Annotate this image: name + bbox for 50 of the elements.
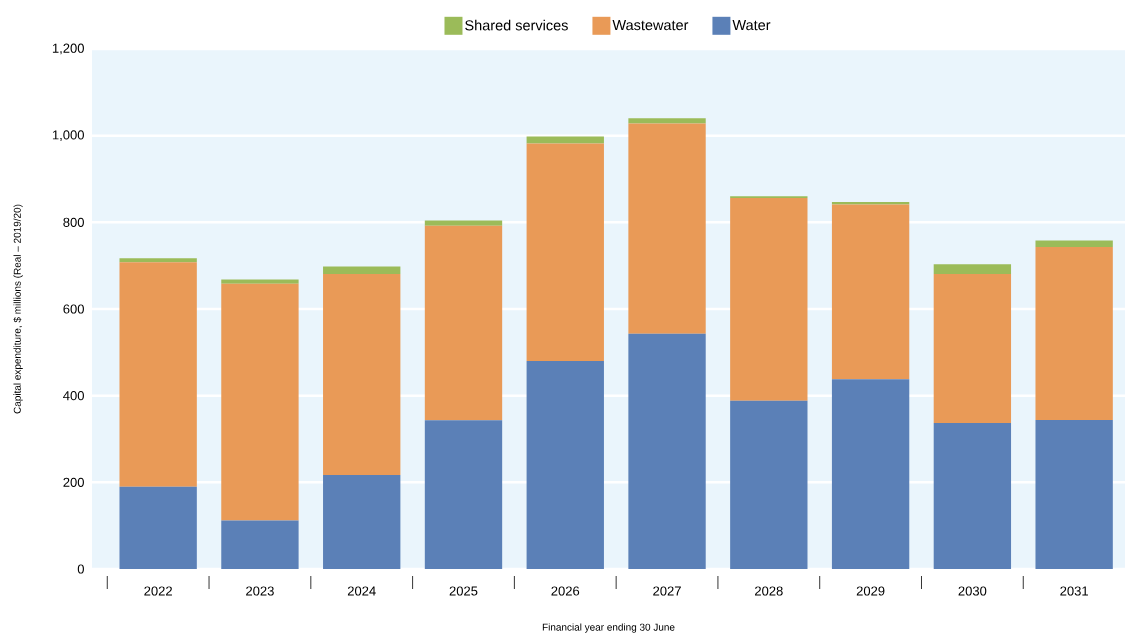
bar <box>628 123 706 334</box>
y-tick-label: 1,000 <box>52 130 84 142</box>
bar <box>1035 247 1113 420</box>
y-tick-label: 0 <box>77 564 84 574</box>
bar <box>526 143 604 361</box>
bar <box>323 474 401 569</box>
x-tick-label: 2028 <box>755 586 783 596</box>
bar <box>221 520 299 569</box>
bar <box>628 118 706 124</box>
bar <box>119 486 197 569</box>
bar <box>831 201 910 205</box>
legend-label: Shared services <box>465 19 568 31</box>
x-axis-title: Financial year ending 30 June <box>542 623 675 633</box>
bar <box>1035 419 1113 569</box>
legend-label: Wastewater <box>612 20 689 31</box>
y-tick-label: 800 <box>63 217 84 227</box>
x-tick-label: 2022 <box>144 586 172 596</box>
bar <box>424 225 503 421</box>
legend-label: Water <box>732 20 771 31</box>
bar <box>221 279 299 284</box>
bar <box>730 400 808 569</box>
bar <box>119 262 197 487</box>
x-tick-label: 2025 <box>449 586 478 596</box>
x-tick-label: 2023 <box>246 586 274 596</box>
bar <box>424 420 503 569</box>
y-axis-title: Capital expenditure, $ millions (Real – 2019/20) <box>13 204 23 414</box>
x-tick-label: 2031 <box>1060 586 1088 596</box>
x-tick-label: 2027 <box>653 586 681 596</box>
bar <box>831 204 910 380</box>
x-tick-label: 2029 <box>856 586 885 596</box>
bar <box>933 422 1012 569</box>
bar <box>526 361 604 569</box>
y-tick-label: 600 <box>63 304 84 314</box>
x-tick-label: 2026 <box>551 586 580 596</box>
bar <box>1035 240 1113 248</box>
bar <box>424 220 503 226</box>
bar <box>730 198 808 401</box>
bar <box>933 273 1012 423</box>
x-tick-label: 2024 <box>347 586 376 596</box>
y-tick-label: 400 <box>63 391 84 401</box>
bar <box>221 283 299 521</box>
bar <box>323 273 401 475</box>
bar <box>119 258 197 263</box>
bar <box>831 379 910 569</box>
y-tick-label: 200 <box>63 477 84 487</box>
y-tick-label: 1,200 <box>52 43 84 55</box>
x-tick-label: 2030 <box>958 586 987 596</box>
bar <box>933 264 1012 274</box>
bar <box>323 266 401 274</box>
bar <box>628 333 706 569</box>
